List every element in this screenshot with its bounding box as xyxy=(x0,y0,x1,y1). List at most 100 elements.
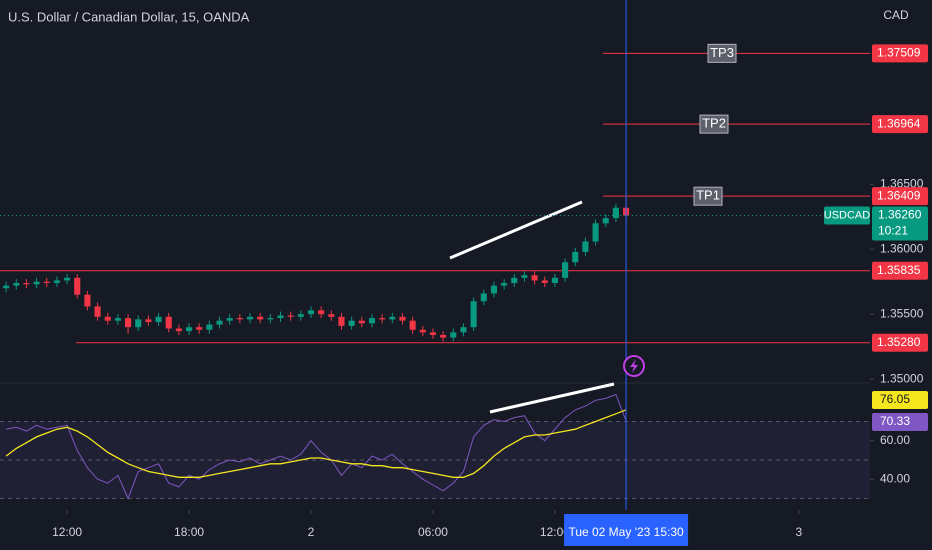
symbol-tag: USDCAD xyxy=(824,209,871,221)
candle-body xyxy=(267,318,274,320)
candle-body xyxy=(3,285,10,289)
crosshair-label-bg xyxy=(564,514,689,546)
candle-body xyxy=(104,316,111,321)
candle-body xyxy=(94,306,101,317)
candle-body xyxy=(236,318,243,320)
candle-body xyxy=(307,310,315,315)
level-tag: 1.36964 xyxy=(877,116,921,130)
candle-body xyxy=(226,318,233,321)
trend-line xyxy=(449,200,583,260)
ma-tag: 76.05 xyxy=(880,392,910,406)
level-tag: 1.35835 xyxy=(877,263,921,277)
candle-body xyxy=(185,327,193,332)
candle-body xyxy=(84,294,91,307)
candle-body xyxy=(379,318,386,320)
x-tick-label: 12:00 xyxy=(52,525,82,539)
tp-box xyxy=(693,186,723,206)
candle-body xyxy=(43,281,50,284)
candle-body xyxy=(358,320,365,324)
candle-body xyxy=(74,277,81,295)
candle-body xyxy=(389,316,396,320)
candle-body xyxy=(125,318,132,328)
candle-body xyxy=(196,327,203,330)
candle-body xyxy=(135,319,142,328)
candle-body xyxy=(460,327,467,333)
candle-body xyxy=(318,310,325,315)
candle-body xyxy=(521,275,528,278)
event-icon-bolt xyxy=(630,359,638,373)
last-price-tag-bg xyxy=(872,206,928,241)
candle-body xyxy=(470,301,477,328)
candle-body xyxy=(399,316,406,321)
candle-body xyxy=(246,316,254,320)
rsi-tick-label: 40.00 xyxy=(880,471,910,485)
candle-body xyxy=(490,285,497,294)
candle-body xyxy=(64,277,71,281)
candle-body xyxy=(155,316,162,322)
y-tick-label: 1.36500 xyxy=(880,177,924,191)
level-tag-bg xyxy=(872,115,928,134)
candle-body xyxy=(114,318,121,321)
candle-body xyxy=(257,316,264,320)
level-tag-bg xyxy=(872,333,928,352)
x-tick-label: 18:00 xyxy=(174,525,204,539)
symbol-tag-bg xyxy=(824,206,870,225)
y-tick-label: 1.35000 xyxy=(880,371,924,385)
candle-body xyxy=(501,283,508,286)
chart-title: U.S. Dollar / Canadian Dollar, 15, OANDA xyxy=(8,9,250,24)
candle-body xyxy=(175,328,182,332)
candle-body xyxy=(572,251,579,263)
level-tag: 1.35280 xyxy=(877,335,921,349)
x-tick-label: 3 xyxy=(796,525,803,539)
candle-body xyxy=(206,324,213,330)
candle-body xyxy=(216,320,223,325)
candle-body xyxy=(531,275,538,281)
candle-body xyxy=(297,314,304,317)
tp-label: TP2 xyxy=(702,116,726,131)
candle-body xyxy=(429,332,437,335)
level-tag: 1.37509 xyxy=(877,46,921,60)
ma-tag-bg xyxy=(872,391,928,409)
candle-body xyxy=(409,320,416,330)
level-tag-bg xyxy=(872,261,928,280)
candle-body xyxy=(328,314,335,317)
candle-body xyxy=(551,277,558,284)
rsi-tag-bg xyxy=(872,413,928,431)
candle-body xyxy=(562,262,569,278)
rsi-tag: 70.33 xyxy=(880,414,910,428)
candle-body xyxy=(287,315,294,317)
rsi-ma-line xyxy=(5,409,627,478)
candle-body xyxy=(480,293,487,302)
candle-body xyxy=(612,207,619,219)
candle-body xyxy=(23,283,30,285)
x-tick-label: 12:00 xyxy=(540,525,570,539)
candle-body xyxy=(53,280,60,284)
rsi-tick-label: 60.00 xyxy=(880,433,910,447)
currency-label: CAD xyxy=(883,8,909,22)
candle-body xyxy=(450,332,457,338)
candle-body xyxy=(277,315,284,319)
level-tag-bg xyxy=(872,187,928,206)
candle-body xyxy=(13,283,20,286)
tp-label: TP1 xyxy=(696,188,720,203)
crosshair-label: Tue 02 May '23 15:30 xyxy=(568,525,684,539)
tp-box xyxy=(707,43,737,63)
candle-body xyxy=(511,277,518,284)
candle-body xyxy=(348,320,355,326)
tp-label: TP3 xyxy=(710,45,734,60)
candle-body xyxy=(440,334,447,338)
candle-body xyxy=(541,280,548,284)
countdown: 10:21 xyxy=(878,224,908,238)
x-tick-label: 2 xyxy=(308,525,315,539)
trend-line xyxy=(489,382,615,414)
candle-body xyxy=(419,329,426,333)
y-tick-label: 1.36000 xyxy=(880,241,924,255)
candle-body xyxy=(338,316,345,326)
rsi-line xyxy=(6,393,627,500)
level-tag: 1.36409 xyxy=(877,188,921,202)
last-price-tag: 1.36260 xyxy=(878,208,922,222)
candle-body xyxy=(33,281,40,285)
